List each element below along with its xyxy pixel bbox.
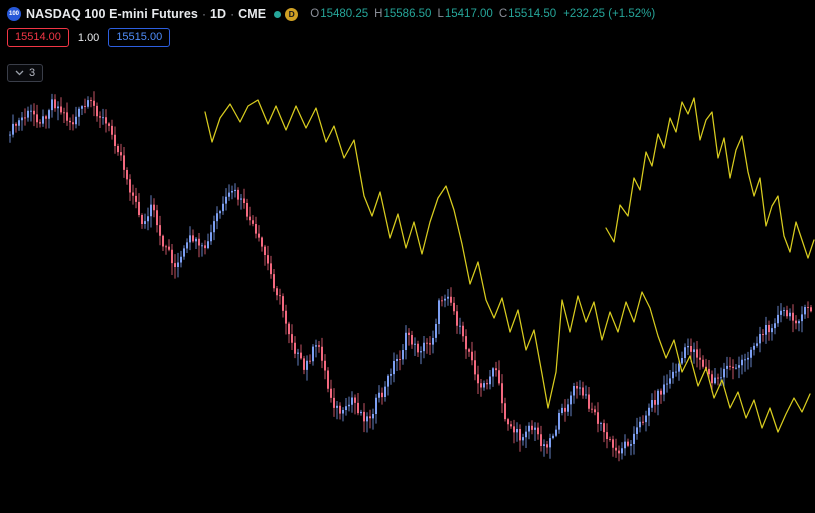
open-label: O [310, 8, 320, 20]
chevron-down-icon [15, 70, 24, 76]
sell-button[interactable]: 15514.00 [7, 28, 69, 47]
market-status-icon[interactable] [274, 10, 282, 18]
high-value: 15586.50 [383, 8, 432, 20]
symbol-logo[interactable]: 100 [7, 7, 21, 21]
hidden-plots-count: 3 [29, 67, 36, 79]
low-label: L [437, 8, 444, 20]
ohlc-readout: O 15480.25 H 15586.50 L 15417.00 C 15514… [304, 8, 655, 20]
symbol-title[interactable]: NASDAQ 100 E-mini Futures [26, 7, 198, 21]
legend-collapse-toggle[interactable]: 3 [7, 64, 44, 82]
separator-dot: · [230, 7, 235, 21]
spread-value: 1.00 [77, 31, 100, 44]
trade-buttons-row: 15514.00 1.00 15515.00 [7, 28, 655, 47]
symbol-header-row: 100 NASDAQ 100 E-mini Futures · 1D · CME… [7, 6, 655, 22]
collapsed-legend-row: 3 [7, 63, 655, 82]
exchange-button[interactable]: CME [238, 7, 267, 21]
change-value: +232.25 (+1.52%) [563, 8, 656, 20]
buy-button[interactable]: 15515.00 [108, 28, 171, 47]
close-value: 15514.50 [508, 8, 557, 20]
delayed-data-badge[interactable]: D [285, 7, 299, 21]
high-label: H [374, 8, 383, 20]
chart-legend: 100 NASDAQ 100 E-mini Futures · 1D · CME… [7, 6, 655, 82]
separator-dot: · [201, 7, 206, 21]
open-value: 15480.25 [320, 8, 369, 20]
interval-button[interactable]: 1D [209, 7, 227, 21]
low-value: 15417.00 [444, 8, 493, 20]
close-label: C [498, 8, 508, 20]
